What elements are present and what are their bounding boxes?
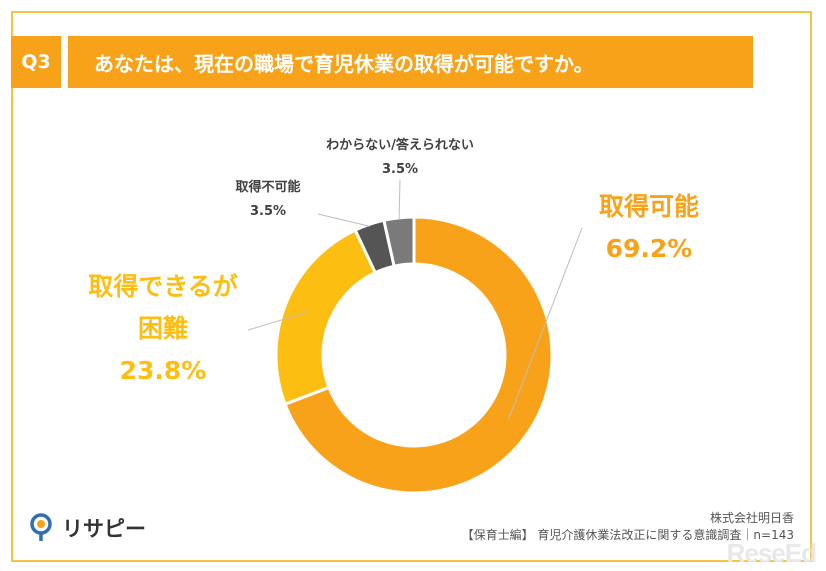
label-group-unknown: わからない/答えられない 3.5%: [300, 134, 500, 182]
question-number-badge: Q3: [11, 36, 61, 88]
label-unknown-value: 3.5%: [381, 162, 419, 177]
risapy-logo-icon: [30, 513, 52, 541]
label-group-difficult: 取得できるが 困難 23.8%: [78, 266, 248, 392]
label-difficult-name-2: 困難: [137, 314, 188, 343]
footer-survey: 【保育士編】 育児介護休業法改正に関する意識調査｜n=143: [461, 528, 794, 542]
label-possible-name: 取得可能: [598, 192, 699, 221]
label-difficult-value: 23.8%: [119, 356, 207, 385]
leader-difficult: [247, 311, 308, 331]
label-unknown-name: わからない/答えられない: [326, 138, 474, 153]
watermark-text: ReseEd: [726, 538, 817, 568]
brand-logo: リサピー: [30, 513, 146, 543]
question-title: あなたは、現在の職場で育児休業の取得が可能ですか。: [68, 36, 753, 88]
slice-unknown: [382, 215, 416, 268]
label-possible-value: 69.2%: [605, 234, 693, 263]
label-impossible-value: 3.5%: [249, 204, 287, 219]
leader-impossible: [317, 213, 371, 227]
label-group-impossible: 取得不可能 3.5%: [218, 176, 318, 224]
label-group-possible: 取得可能 69.2%: [584, 186, 714, 270]
footer-company: 株式会社明日香: [709, 511, 794, 525]
leader-possible: [507, 227, 583, 421]
footer-source: 株式会社明日香 【保育士編】 育児介護休業法改正に関する意識調査｜n=143: [462, 510, 794, 544]
leader-unknown: [398, 179, 401, 220]
logo-text: リサピー: [62, 517, 146, 541]
label-difficult-name-1: 取得できるが: [88, 272, 238, 301]
label-impossible-name: 取得不可能: [235, 180, 301, 195]
